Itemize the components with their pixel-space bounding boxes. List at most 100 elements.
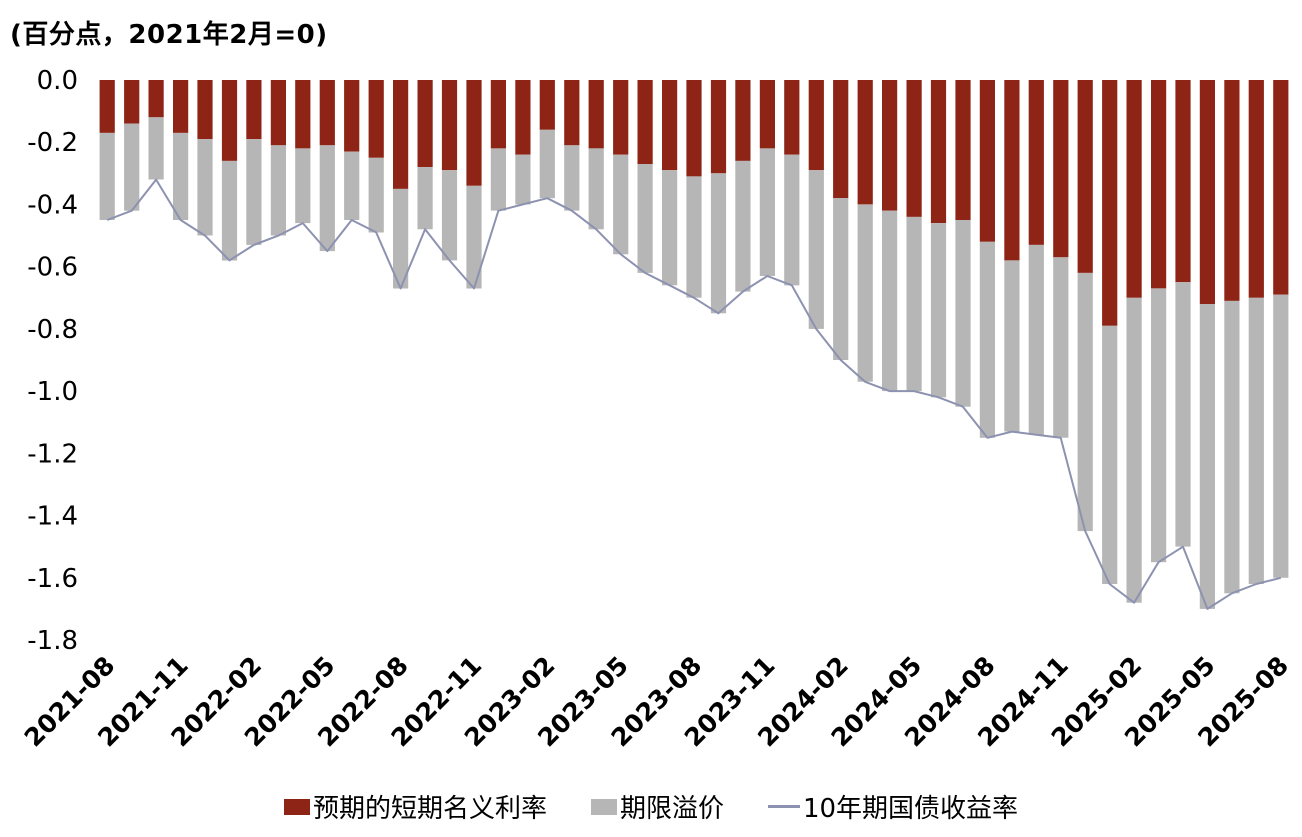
bar-expected-short-rate: [735, 80, 751, 161]
bar-term-premium: [466, 185, 482, 289]
bar-expected-short-rate: [1077, 80, 1093, 273]
bar-expected-short-rate: [344, 80, 360, 152]
bar-expected-short-rate: [539, 80, 555, 130]
bar-term-premium: [99, 132, 115, 220]
bar-expected-short-rate: [417, 80, 433, 168]
y-axis-tick-label: -0.6: [27, 253, 78, 283]
bar-expected-short-rate: [295, 80, 311, 149]
bar-expected-short-rate: [148, 80, 164, 118]
y-axis-tick-label: -1.2: [27, 439, 78, 469]
bar-expected-short-rate: [686, 80, 702, 177]
y-axis-tick-label: -1.0: [27, 377, 78, 407]
bar-expected-short-rate: [1028, 80, 1044, 245]
bar-term-premium: [808, 170, 824, 329]
bar-term-premium: [246, 139, 262, 245]
bar-term-premium: [1199, 304, 1215, 609]
bar-term-premium: [784, 154, 800, 286]
legend-item-expected-short-rate: 预期的短期名义利率: [283, 788, 547, 825]
line-10y-yield: [106, 178, 1282, 610]
bar-term-premium: [173, 132, 189, 220]
bar-expected-short-rate: [99, 80, 115, 133]
bar-expected-short-rate: [882, 80, 898, 211]
bar-expected-short-rate: [124, 80, 140, 124]
legend-swatch-line: [767, 805, 800, 808]
bar-expected-short-rate: [930, 80, 947, 224]
bar-term-premium: [515, 154, 531, 205]
bar-term-premium: [344, 151, 360, 220]
bar-expected-short-rate: [955, 80, 971, 220]
bar-term-premium: [564, 145, 580, 211]
y-axis-tick-label: -0.2: [27, 128, 78, 158]
bar-term-premium: [295, 148, 311, 224]
legend-swatch-red-bar: [283, 798, 310, 815]
chart-plot: 0.0-0.2-0.4-0.6-0.8-1.0-1.2-1.4-1.6-1.82…: [19, 66, 1294, 752]
bar-term-premium: [759, 148, 775, 276]
y-axis-tick-label: -0.8: [27, 315, 78, 345]
bar-expected-short-rate: [1053, 80, 1069, 258]
bar-expected-short-rate: [784, 80, 800, 155]
bar-expected-short-rate: [1175, 80, 1191, 283]
bar-term-premium: [930, 223, 947, 398]
bar-expected-short-rate: [393, 80, 409, 189]
bar-expected-short-rate: [588, 80, 604, 149]
bar-term-premium: [148, 117, 164, 180]
bar-term-premium: [319, 145, 335, 252]
bar-term-premium: [1126, 297, 1142, 603]
bar-term-premium: [833, 198, 849, 360]
bar-term-premium: [613, 154, 629, 255]
bar-term-premium: [1248, 297, 1264, 584]
bar-term-premium: [539, 129, 555, 199]
bar-expected-short-rate: [1224, 80, 1240, 301]
bar-term-premium: [124, 123, 140, 211]
bar-expected-short-rate: [221, 80, 238, 161]
chart-legend: 预期的短期名义利率 期限溢价 10年期国债收益率: [0, 788, 1302, 825]
y-axis-tick-label: 0.0: [37, 66, 78, 96]
bar-expected-short-rate: [1199, 80, 1215, 304]
bar-expected-short-rate: [441, 80, 458, 171]
bar-term-premium: [1175, 282, 1191, 547]
bar-expected-short-rate: [710, 80, 727, 174]
legend-label-10y-yield: 10年期国债收益率: [802, 794, 1019, 824]
bar-term-premium: [1102, 325, 1118, 584]
legend-item-term-premium: 期限溢价: [590, 788, 724, 825]
bar-term-premium: [1151, 288, 1167, 563]
chart-unit-label: (百分点，2021年2月=0): [10, 20, 328, 50]
y-axis-tick-label: -1.6: [27, 564, 78, 594]
bar-term-premium: [882, 210, 898, 392]
bar-term-premium: [735, 160, 751, 292]
bar-expected-short-rate: [1126, 80, 1142, 298]
legend-swatch-gray-bar: [590, 798, 617, 815]
bar-term-premium: [197, 139, 213, 236]
bar-expected-short-rate: [808, 80, 824, 171]
bar-expected-short-rate: [173, 80, 189, 133]
bar-expected-short-rate: [515, 80, 531, 155]
bar-expected-short-rate: [197, 80, 213, 140]
bar-expected-short-rate: [368, 80, 384, 158]
bar-expected-short-rate: [1004, 80, 1020, 261]
bar-expected-short-rate: [490, 80, 506, 149]
bar-term-premium: [1028, 244, 1044, 435]
bar-term-premium: [1053, 257, 1069, 438]
legend-label-term-premium: 期限溢价: [619, 794, 724, 824]
bar-expected-short-rate: [833, 80, 849, 199]
bar-term-premium: [906, 216, 922, 392]
bar-expected-short-rate: [1151, 80, 1167, 289]
y-axis-tick-label: -1.8: [27, 626, 78, 656]
bar-term-premium: [441, 170, 458, 261]
bar-term-premium: [393, 188, 409, 289]
bar-expected-short-rate: [1248, 80, 1264, 298]
bar-term-premium: [490, 148, 506, 211]
bar-expected-short-rate: [637, 80, 653, 164]
bar-expected-short-rate: [1102, 80, 1118, 326]
bar-expected-short-rate: [1273, 80, 1289, 295]
bar-term-premium: [1004, 260, 1020, 432]
legend-item-10y-yield: 10年期国债收益率: [767, 788, 1019, 825]
bar-expected-short-rate: [759, 80, 775, 149]
bar-term-premium: [710, 173, 727, 314]
bar-term-premium: [1273, 294, 1289, 578]
bar-expected-short-rate: [857, 80, 873, 205]
bar-expected-short-rate: [906, 80, 922, 217]
y-axis-tick-label: -0.4: [27, 190, 78, 220]
bar-term-premium: [857, 204, 873, 382]
